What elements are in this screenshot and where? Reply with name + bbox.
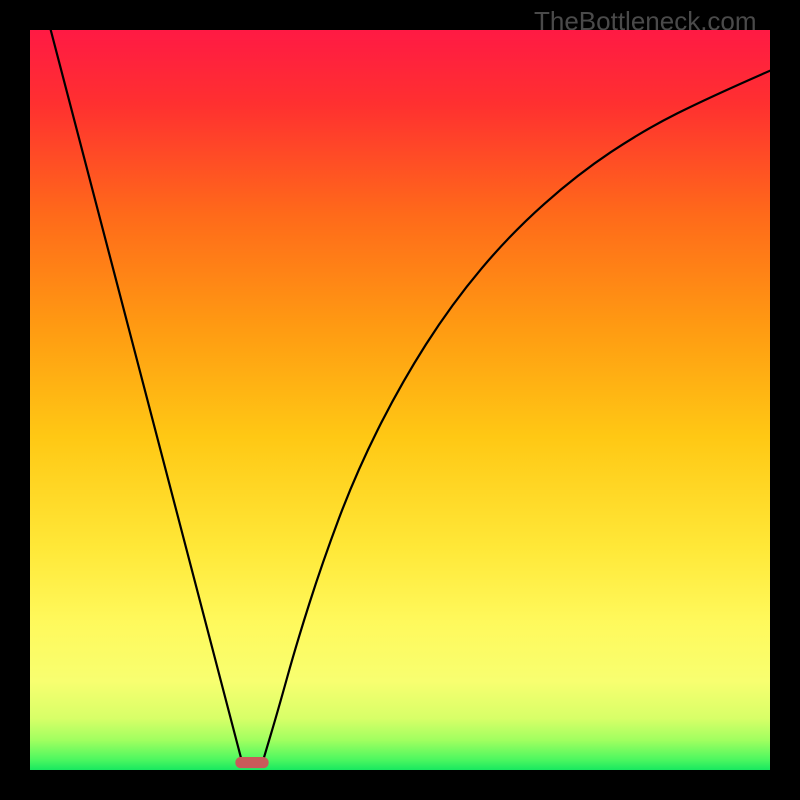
bottleneck-chart [30,30,770,770]
chart-svg [30,30,770,770]
